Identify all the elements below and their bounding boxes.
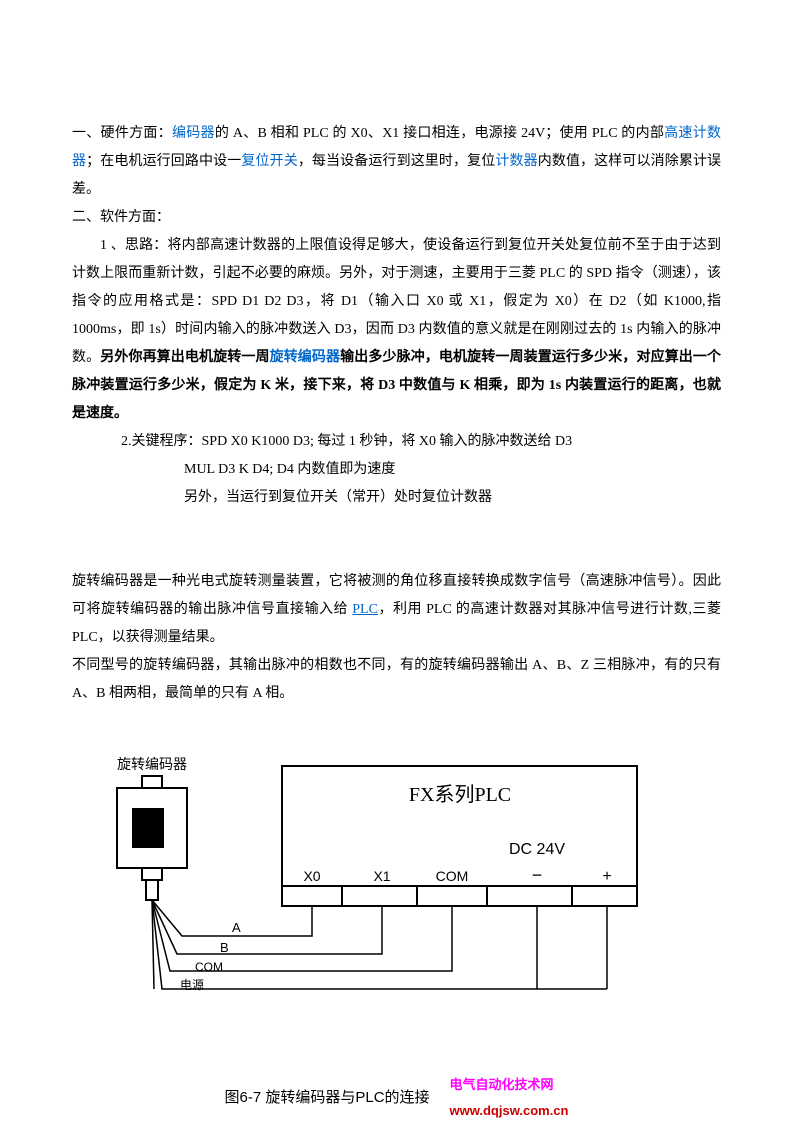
wiring-diagram: FX系列PLC DC 24V X0 X1 COM − + 旋转编码器 A B (82, 746, 662, 1026)
encoder-phases-paragraph: 不同型号的旋转编码器，其输出脉冲的相数也不同，有的旋转编码器输出 A、B、Z 三… (72, 652, 721, 708)
spacer2 (72, 708, 721, 736)
idea-paragraph: 1 、思路：将内部高速计数器的上限值设得足够大，使设备运行到复位开关处复位前不至… (72, 232, 721, 428)
rotary-encoder-link[interactable]: 旋转编码器 (270, 350, 341, 365)
wire-b-label: B (220, 940, 229, 955)
software-heading: 二、软件方面： (72, 204, 721, 232)
encoder-title: 旋转编码器 (117, 757, 187, 773)
encoder-link[interactable]: 编码器 (172, 126, 215, 141)
wire-a-label: A (232, 920, 241, 935)
wire-power-label: 电源 (180, 978, 204, 992)
p1-prefix: 一、硬件方面： (72, 126, 172, 141)
p1-t3: ，每当设备运行到这里时，复位 (298, 154, 496, 169)
minus-label: − (532, 865, 543, 885)
reset-switch-link[interactable]: 复位开关 (241, 154, 297, 169)
site-url: www.dqjsw.com.cn (450, 1098, 569, 1124)
site-credit: 电气自动化技术网 www.dqjsw.com.cn (450, 1072, 569, 1124)
spacer (72, 512, 721, 568)
p3-b1: 另外你再算出电机旋转一周 (100, 350, 269, 365)
wire-com-label: COM (195, 960, 223, 974)
code-line-2: MUL D3 K D4; D4 内数值即为速度 (72, 456, 721, 484)
plc-title: FX系列PLC (409, 783, 511, 806)
p1-t2: ；在电机运行回路中设一 (86, 154, 241, 169)
figure-caption: 图6-7 旋转编码器与PLC的连接 (225, 1083, 430, 1113)
plus-label: + (602, 868, 611, 885)
figure-caption-row: 图6-7 旋转编码器与PLC的连接 电气自动化技术网 www.dqjsw.com… (72, 1072, 721, 1124)
code-line-3: 另外，当运行到复位开关（常开）处时复位计数器 (72, 484, 721, 512)
dc-label: DC 24V (509, 841, 565, 858)
com-label: COM (436, 868, 469, 884)
p1-t1: 的 A、B 相和 PLC 的 X0、X1 接口相连，电源接 24V；使用 PLC… (215, 126, 664, 141)
counter-link[interactable]: 计数器 (495, 154, 537, 169)
p3-t1: 1 、思路：将内部高速计数器的上限值设得足够大，使设备运行到复位开关处复位前不至… (72, 238, 721, 365)
x1-label: X1 (373, 868, 390, 884)
diagram-container: FX系列PLC DC 24V X0 X1 COM − + 旋转编码器 A B (72, 746, 721, 1037)
x0-label: X0 (303, 868, 320, 884)
plc-link[interactable]: PLC (352, 602, 378, 617)
encoder-desc-paragraph: 旋转编码器是一种光电式旋转测量装置，它将被测的角位移直接转换成数字信号（高速脉冲… (72, 568, 721, 652)
code-line-1: 2.关键程序：SPD X0 K1000 D3; 每过 1 秒钟，将 X0 输入的… (72, 428, 721, 456)
hardware-paragraph: 一、硬件方面：编码器的 A、B 相和 PLC 的 X0、X1 接口相连，电源接 … (72, 120, 721, 204)
site-name: 电气自动化技术网 (450, 1072, 569, 1098)
